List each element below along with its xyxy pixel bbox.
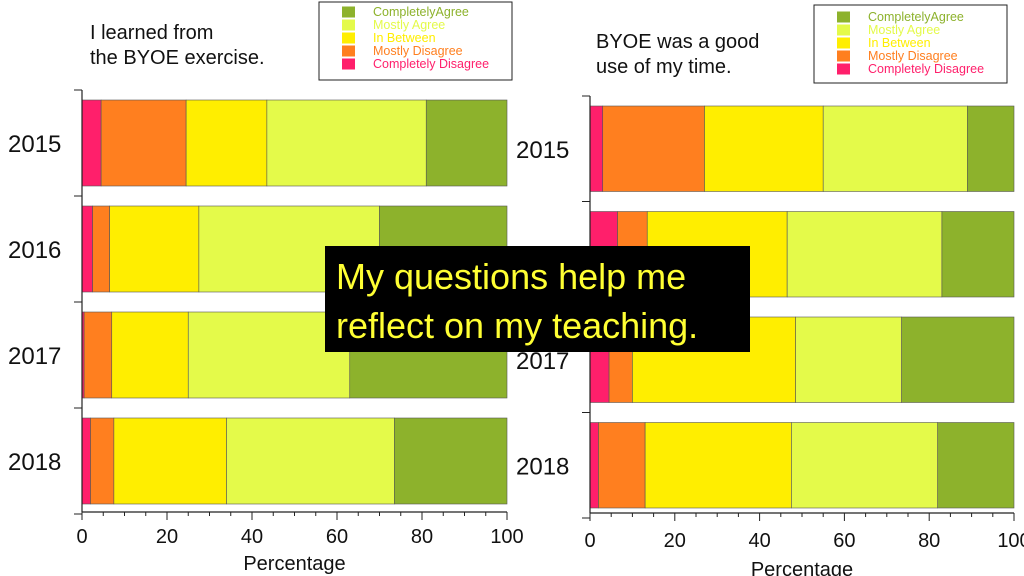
- bar-2015-mostly-disagree: [100, 99, 187, 187]
- legend-swatch-in-between: [342, 32, 355, 44]
- legend-label-mostly-disagree: Mostly Disagree: [868, 49, 958, 63]
- bar-2015-completely-disagree: [81, 99, 102, 187]
- bar-2016-mostly-disagree: [92, 205, 110, 293]
- bar-2017-mostly-agree: [187, 311, 351, 399]
- legend-label-mostly-disagree: Mostly Disagree: [373, 44, 463, 58]
- year-label-2018: 2018: [516, 453, 569, 480]
- legend-swatch-mostly-disagree: [837, 50, 850, 62]
- legend-swatch-mostly-agree: [342, 19, 355, 31]
- bar-2017-in-between: [111, 311, 189, 399]
- legend-swatch-in-between: [837, 37, 850, 49]
- year-label-2016: 2016: [8, 237, 61, 264]
- bar-2018-completely-disagree: [81, 417, 91, 505]
- x-tick-label-100: 100: [997, 530, 1024, 552]
- bar-2018-completelyagree: [937, 422, 1015, 509]
- legend-label-in-between: In Between: [868, 36, 931, 50]
- x-tick-label-20: 20: [156, 526, 178, 548]
- legend-swatch-completelyagree: [837, 11, 850, 23]
- legend-swatch-completely-disagree: [342, 58, 355, 70]
- bar-2016-in-between: [109, 205, 200, 293]
- chart-title-line-1: I learned from: [90, 22, 213, 44]
- year-label-2017: 2017: [8, 343, 61, 370]
- bar-2018-mostly-disagree: [90, 417, 115, 505]
- bar-2015-mostly-disagree: [602, 105, 705, 192]
- x-axis-label: Percentage: [243, 553, 345, 575]
- legend-swatch-completelyagree: [342, 6, 355, 18]
- year-label-2015: 2015: [8, 131, 61, 158]
- chart-learned-from-byoe: I learned from the BYOE exercise. Complete…: [8, 1, 524, 575]
- year-label-2018: 2018: [8, 449, 61, 476]
- bar-2016-completelyagree: [941, 211, 1015, 298]
- bar-2017-completelyagree: [901, 316, 1015, 403]
- legend-label-completely-disagree: Completely Disagree: [868, 62, 984, 76]
- x-tick-label-60: 60: [833, 530, 855, 552]
- bar-2018-completelyagree: [394, 417, 508, 505]
- x-tick-label-20: 20: [664, 530, 686, 552]
- x-tick-label-100: 100: [490, 526, 523, 548]
- legend-label-mostly-agree: Mostly Agree: [373, 18, 445, 32]
- legend-label-completely-disagree: Completely Disagree: [373, 57, 489, 71]
- legend-swatch-mostly-disagree: [342, 45, 355, 57]
- legend-swatch-mostly-agree: [837, 24, 850, 36]
- overlay-box: [325, 246, 750, 352]
- chart-title-line-2: the BYOE exercise.: [90, 47, 265, 69]
- bar-2015-completely-disagree: [589, 105, 604, 192]
- legend-label-mostly-agree: Mostly Agree: [868, 23, 940, 37]
- x-axis-label: Percentage: [751, 559, 853, 576]
- bar-2018-completely-disagree: [589, 422, 599, 509]
- bar-2016-completely-disagree: [81, 205, 93, 293]
- bar-2015-in-between: [704, 105, 824, 192]
- year-label-2017: 2017: [516, 348, 569, 375]
- bar-2015-completelyagree: [967, 105, 1015, 192]
- chart-byoe-good-use-of-time: BYOE was a good use of my time. Completely…: [516, 4, 1024, 576]
- bar-2018-mostly-disagree: [598, 422, 646, 509]
- bar-2018-in-between: [644, 422, 792, 509]
- bar-2018-in-between: [113, 417, 227, 505]
- legend-label-completelyagree: CompletelyAgree: [868, 10, 964, 24]
- x-tick-label-0: 0: [584, 530, 595, 552]
- legend-swatch-completely-disagree: [837, 63, 850, 75]
- bar-2015-completelyagree: [425, 99, 508, 187]
- bar-2017-mostly-agree: [795, 316, 902, 403]
- x-tick-label-60: 60: [326, 526, 348, 548]
- x-tick-label-0: 0: [76, 526, 87, 548]
- legend-label-in-between: In Between: [373, 31, 436, 45]
- x-tick-label-80: 80: [411, 526, 433, 548]
- overlay-line-2: reflect on my teaching.: [336, 305, 698, 346]
- x-tick-label-40: 40: [748, 530, 770, 552]
- chart-title-line-2: use of my time.: [596, 56, 732, 78]
- bar-2016-mostly-agree: [786, 211, 943, 298]
- bar-2015-mostly-agree: [822, 105, 968, 192]
- chart-title-line-1: BYOE was a good: [596, 31, 759, 53]
- overlay-line-1: My questions help me: [336, 256, 686, 297]
- overlay-caption: My questions help me reflect on my teach…: [325, 246, 750, 352]
- legend-label-completelyagree: CompletelyAgree: [373, 5, 469, 19]
- bar-2017-mostly-disagree: [83, 311, 113, 399]
- x-tick-label-40: 40: [241, 526, 263, 548]
- bar-2018-mostly-agree: [226, 417, 395, 505]
- x-tick-label-80: 80: [918, 530, 940, 552]
- year-label-2015: 2015: [516, 137, 569, 164]
- bar-2018-mostly-agree: [791, 422, 938, 509]
- bar-2015-in-between: [185, 99, 268, 187]
- bar-2015-mostly-agree: [266, 99, 427, 187]
